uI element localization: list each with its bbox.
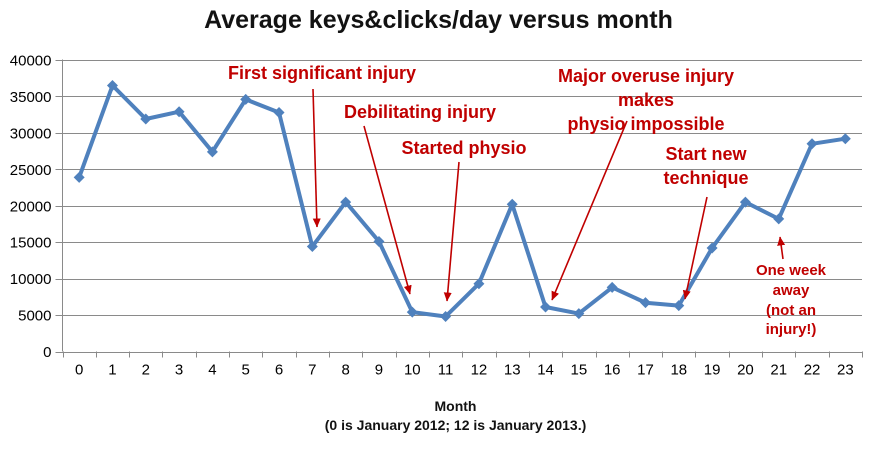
data-point-marker [240, 93, 252, 105]
data-point-marker [106, 80, 118, 92]
x-tick-label: 13 [504, 362, 521, 379]
data-point-marker [173, 106, 185, 118]
data-point-marker [739, 196, 751, 208]
data-point-marker [606, 281, 618, 293]
x-axis-title-block: Month (0 is January 2012; 12 is January … [17, 397, 877, 435]
y-tick-label: 25000 [10, 162, 52, 179]
x-tick-label: 17 [637, 362, 654, 379]
x-tick-label: 5 [242, 362, 250, 379]
y-tick-label: 30000 [10, 125, 52, 142]
x-tick-label: 4 [208, 362, 216, 379]
data-point-marker [673, 300, 685, 312]
annotation-arrow [551, 120, 628, 301]
data-point-marker [506, 198, 518, 210]
annotation-arrow [443, 161, 460, 302]
data-point-marker [406, 306, 418, 318]
x-tick-label: 23 [837, 362, 854, 379]
y-tick-label: 5000 [18, 308, 51, 325]
data-point-marker [140, 113, 152, 125]
data-point-marker [639, 297, 651, 309]
data-point-marker [839, 133, 851, 145]
x-tick-label: 20 [737, 362, 754, 379]
y-tick-label: 20000 [10, 198, 52, 215]
x-tick-label: 16 [604, 362, 621, 379]
x-tick-label: 22 [804, 362, 821, 379]
x-tick-label: 12 [471, 362, 488, 379]
y-tick-label: 40000 [10, 53, 52, 70]
data-point-marker [473, 278, 485, 290]
data-point-marker [73, 171, 85, 183]
data-point-marker [440, 311, 452, 323]
y-tick-label: 15000 [10, 235, 52, 252]
y-tick-label: 10000 [10, 271, 52, 288]
x-tick-label: 19 [704, 362, 721, 379]
y-tick-label: 0 [43, 344, 51, 361]
x-tick-label: 14 [537, 362, 554, 379]
data-point-marker [373, 235, 385, 247]
y-tick-label: 35000 [10, 89, 52, 106]
data-point-marker [340, 196, 352, 208]
data-point-marker [773, 213, 785, 225]
chart-title: Average keys&clicks/day versus month [204, 6, 673, 34]
data-point-marker [273, 106, 285, 118]
annotation-arrow [363, 125, 412, 295]
data-point-marker [540, 301, 552, 313]
data-series-line [77, 83, 848, 319]
x-tick-label: 2 [142, 362, 150, 379]
x-tick-label: 10 [404, 362, 421, 379]
x-tick-label: 21 [770, 362, 787, 379]
annotation-arrow [312, 88, 321, 228]
data-point-marker [706, 242, 718, 254]
x-tick-label: 15 [571, 362, 588, 379]
x-tick-label: 1 [108, 362, 116, 379]
data-point-marker [806, 138, 818, 150]
x-tick-label: 0 [75, 362, 83, 379]
annotation-arrow [777, 236, 786, 260]
x-axis-note: (0 is January 2012; 12 is January 2013.) [324, 417, 587, 433]
x-tick-label: 7 [308, 362, 316, 379]
x-tick-label: 6 [275, 362, 283, 379]
data-point-marker [206, 146, 218, 158]
data-point-marker [306, 241, 318, 253]
x-tick-label: 3 [175, 362, 183, 379]
x-axis-title: Month [434, 398, 477, 414]
x-tick-label: 11 [438, 362, 454, 379]
x-tick-label: 9 [375, 362, 383, 379]
annotation-arrow [682, 196, 708, 300]
x-tick-label: 18 [670, 362, 687, 379]
data-point-marker [573, 308, 585, 320]
x-tick-label: 8 [341, 362, 349, 379]
